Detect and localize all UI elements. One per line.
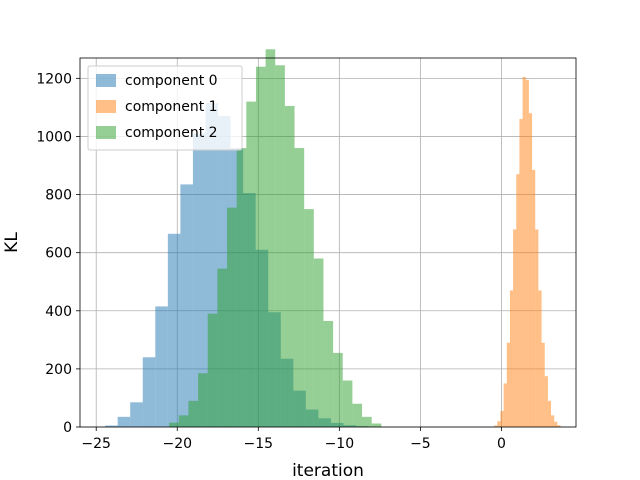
legend-swatch bbox=[96, 100, 116, 113]
histogram-bar bbox=[509, 290, 514, 427]
histogram-bar bbox=[506, 342, 510, 427]
legend-label: component 0 bbox=[125, 73, 218, 89]
y-tick-label: 1200 bbox=[36, 71, 72, 87]
legend-label: component 1 bbox=[125, 99, 218, 115]
legend: component 0 component 1 component 2 bbox=[87, 65, 243, 151]
histogram-bar bbox=[294, 148, 305, 427]
histogram-bar bbox=[522, 76, 526, 427]
histogram-bar bbox=[516, 174, 520, 427]
histogram-bar bbox=[207, 313, 218, 427]
histogram-bar bbox=[284, 105, 295, 427]
x-tick-label: −10 bbox=[325, 436, 355, 452]
x-tick-label: −25 bbox=[81, 436, 111, 452]
histogram-bar bbox=[192, 133, 206, 427]
histogram-bar bbox=[323, 320, 334, 427]
histogram-bar bbox=[362, 416, 372, 427]
legend-box bbox=[87, 65, 243, 151]
x-axis-label: iteration bbox=[292, 461, 364, 480]
histogram-bar bbox=[532, 169, 536, 428]
plot-frame bbox=[79, 57, 577, 428]
histogram-bar bbox=[333, 352, 343, 427]
histogram-bar bbox=[227, 207, 237, 427]
histogram-bar bbox=[541, 342, 545, 427]
histogram-bar bbox=[503, 383, 507, 427]
histogram-bar bbox=[255, 66, 266, 427]
histogram-bar bbox=[494, 425, 498, 427]
histogram-bar bbox=[169, 422, 179, 427]
histogram-bar bbox=[180, 184, 193, 427]
y-axis-label: KL bbox=[2, 232, 22, 253]
histogram-bar bbox=[105, 425, 118, 427]
histogram-bar bbox=[528, 113, 533, 428]
legend-swatch bbox=[96, 126, 116, 139]
x-tick-label: 0 bbox=[497, 436, 506, 452]
series-2-bars bbox=[169, 49, 382, 428]
y-tick-label: 1000 bbox=[36, 129, 72, 145]
y-tick-label: 400 bbox=[45, 304, 72, 320]
histogram-bar bbox=[352, 403, 363, 427]
histogram-bar bbox=[167, 233, 181, 427]
histogram-bar bbox=[497, 421, 501, 427]
x-tick-label: −5 bbox=[410, 436, 431, 452]
histogram-bar bbox=[535, 229, 539, 427]
y-tick-label: 0 bbox=[63, 420, 72, 436]
histogram-bar bbox=[265, 49, 276, 427]
y-axis-ticks: 0 200 400 600 800 1000 1200 bbox=[36, 71, 80, 436]
histogram-bar bbox=[525, 79, 529, 428]
histogram-bar bbox=[519, 119, 523, 427]
x-tick-label: −15 bbox=[244, 436, 274, 452]
histogram-bar bbox=[551, 415, 555, 427]
y-tick-label: 200 bbox=[45, 362, 72, 378]
histogram-bar bbox=[313, 258, 324, 427]
histogram-bar bbox=[304, 209, 314, 427]
histogram-bars bbox=[105, 49, 561, 428]
histogram-bar bbox=[275, 65, 285, 427]
histogram-bar bbox=[557, 425, 561, 427]
legend-label: component 2 bbox=[125, 125, 218, 141]
histogram-bar bbox=[371, 423, 382, 427]
histogram-bar bbox=[538, 290, 542, 427]
histogram-bar bbox=[155, 306, 168, 427]
histogram-bar bbox=[142, 357, 156, 427]
legend-swatch bbox=[96, 74, 116, 87]
histogram-bar bbox=[130, 402, 143, 427]
histogram-bar bbox=[178, 415, 189, 427]
y-tick-label: 800 bbox=[45, 188, 72, 204]
histogram-bar bbox=[554, 421, 558, 427]
histogram-bar bbox=[246, 101, 256, 428]
y-tick-label: 600 bbox=[45, 246, 72, 262]
histogram-bar bbox=[236, 148, 247, 427]
histogram-bar bbox=[544, 376, 548, 427]
histogram-bar bbox=[547, 400, 552, 427]
histogram-bar bbox=[117, 416, 131, 427]
series-1-bars bbox=[494, 76, 561, 428]
x-tick-label: −20 bbox=[162, 436, 192, 452]
histogram-bar bbox=[500, 411, 504, 427]
histogram-bar bbox=[188, 400, 199, 427]
histogram-bar bbox=[342, 380, 353, 427]
histogram-bar bbox=[217, 268, 228, 427]
x-axis-ticks: −25 −20 −15 −10 −5 0 bbox=[81, 427, 506, 452]
histogram-bar bbox=[513, 229, 517, 427]
histogram-bar bbox=[198, 373, 208, 427]
